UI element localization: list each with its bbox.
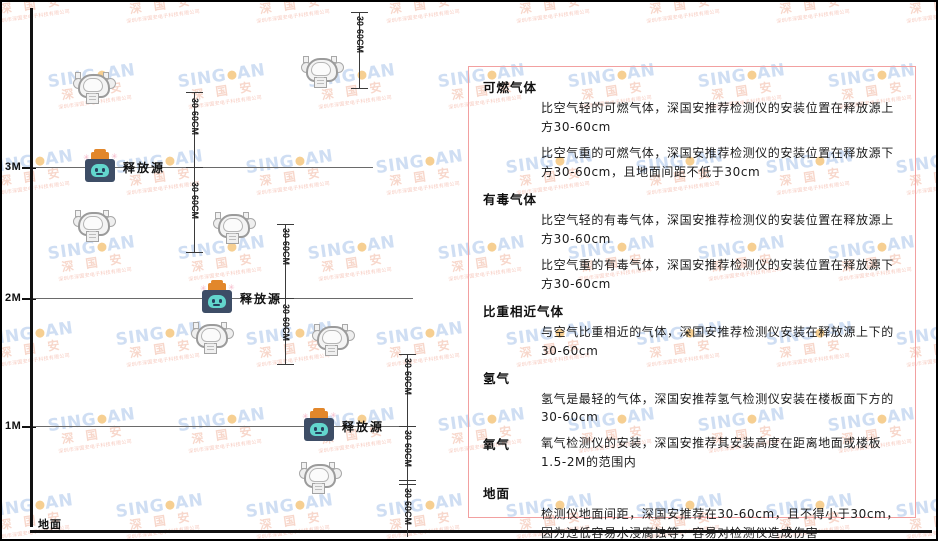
dimension-tick [399, 484, 416, 485]
dimension-label: 30-60CM [190, 182, 200, 220]
release-source-label-2m: 释放源 [240, 292, 283, 306]
dimension-line [359, 12, 360, 88]
guideline-section: 氢气氢气是最轻的气体，深国安推荐氢气检测仪安装在楼板面下方的30-60cm [483, 368, 903, 428]
ground-axis [30, 530, 932, 533]
gas-detector-icon [73, 208, 116, 242]
release-source-icon: ✳ ✳ [199, 280, 235, 315]
guideline-section-title: 氢气 [483, 370, 511, 386]
guideline-section-title: 氧气 [483, 437, 511, 453]
dimension-line [407, 354, 408, 537]
dimension-tick [351, 12, 368, 13]
guideline-text: 比空气轻的有毒气体，深国安推荐检测仪的安装位置在释放源上方30-60cm [541, 212, 894, 246]
release-source-icon: ✳ ✳ [301, 408, 337, 443]
guideline-text: 比空气重的有毒气体，深国安推荐检测仪的安装位置在释放源下方30-60cm [541, 257, 894, 291]
dimension-label: 30-60CM [403, 430, 413, 468]
level-tick-1m [22, 426, 36, 428]
level-label-3m: 3M [5, 161, 22, 173]
dimension-tick [277, 364, 294, 365]
guideline-text: 比空气重的可燃气体，深国安推荐检测仪的安装位置在释放源下方30-60cm，且地面… [541, 145, 894, 179]
guideline-section: 有毒气体 比空气轻的有毒气体，深国安推荐检测仪的安装位置在释放源上方30-60cm… [483, 189, 903, 294]
dimension-tick [186, 92, 203, 93]
guideline-text: 比空气轻的可燃气体，深国安推荐检测仪的安装位置在释放源上方30-60cm [541, 101, 894, 134]
gas-detector-icon [301, 54, 344, 88]
release-source-icon: ✳ ✳ [82, 149, 118, 184]
guideline-section-title: 比重相近气体 [483, 303, 565, 319]
gas-detector-icon [73, 70, 116, 104]
vertical-axis [30, 8, 33, 527]
guideline-text: 氢气是最轻的气体，深国安推荐氢气检测仪安装在楼板面下方的30-60cm [541, 391, 894, 425]
dimension-line [194, 92, 195, 252]
dimension-label: 30-60CM [403, 358, 413, 396]
dimension-line [285, 224, 286, 364]
dimension-label: 30-60CM [403, 488, 413, 526]
level-label-1m: 1M [5, 420, 22, 432]
guideline-section: 比重相近气体与空气比重相近的气体，深国安推荐检测仪安装在释放源上下的30-60c… [483, 301, 903, 361]
dimension-tick [277, 224, 294, 225]
dimension-label: 30-60CM [281, 304, 291, 342]
release-source-label-3m: 释放源 [123, 161, 166, 175]
level-line-3m [33, 167, 373, 168]
guideline-text: 氧气检测仪的安装，深国安推荐其安装高度在距离地面或楼板1.5-2M的范围内 [541, 436, 882, 470]
gas-detector-icon [213, 210, 256, 244]
gas-detector-icon [312, 322, 355, 356]
dimension-tick [351, 88, 368, 89]
dimension-label: 30-60CM [190, 98, 200, 136]
guideline-section: 氧气 氧气检测仪的安装，深国安推荐其安装高度在距离地面或楼板1.5-2M的范围内 [483, 434, 903, 479]
dimension-tick [399, 480, 416, 481]
level-line-1m [33, 426, 413, 427]
gas-detector-icon [299, 460, 342, 494]
dimension-label: 30-60CM [355, 16, 365, 54]
dimension-tick [186, 252, 203, 253]
guideline-text: 检测仪地面间距，深国安推荐在30-60cm，且不得小于30cm，因为过低容易水浸… [541, 507, 899, 541]
guideline-section-title: 可燃气体 [483, 80, 538, 95]
ground-label: 地面 [38, 518, 62, 531]
guideline-section: 可燃气体 比空气轻的可燃气体，深国安推荐检测仪的安装位置在释放源上方30-60cm… [483, 77, 903, 182]
level-tick-2m [22, 298, 36, 300]
guidelines-panel: 可燃气体 比空气轻的可燃气体，深国安推荐检测仪的安装位置在释放源上方30-60cm… [468, 66, 916, 539]
level-tick-3m [22, 167, 36, 169]
gas-detector-icon [191, 320, 234, 354]
dimension-tick [399, 426, 416, 427]
guideline-section: 地面检测仪地面间距，深国安推荐在30-60cm，且不得小于30cm，因为过低容易… [483, 483, 903, 541]
dimension-tick [399, 354, 416, 355]
dimension-label: 30-60CM [281, 228, 291, 266]
guideline-section-title: 地面 [483, 486, 511, 502]
dimension-tick [186, 167, 203, 168]
guideline-section-title: 有毒气体 [483, 191, 538, 207]
guideline-text: 与空气比重相近的气体，深国安推荐检测仪安装在释放源上下的30-60cm [541, 324, 894, 358]
level-label-2m: 2M [5, 292, 22, 304]
dimension-tick [277, 298, 294, 299]
release-source-label-1m: 释放源 [342, 420, 385, 434]
